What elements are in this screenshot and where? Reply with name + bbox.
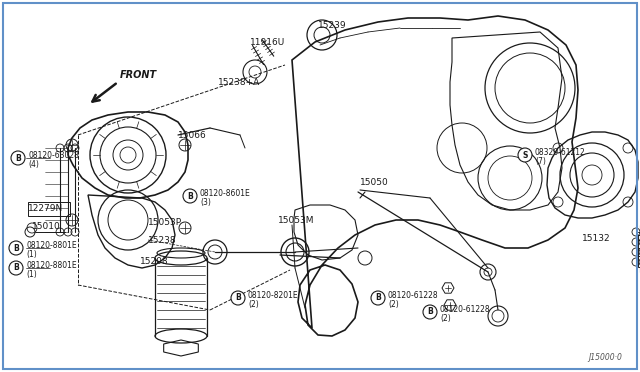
- Circle shape: [518, 148, 532, 162]
- Text: 15066: 15066: [178, 131, 207, 140]
- Bar: [28, 202, 70, 216]
- Text: (1): (1): [26, 269, 36, 279]
- Circle shape: [231, 291, 245, 305]
- Text: 15132: 15132: [582, 234, 611, 243]
- Circle shape: [423, 305, 437, 319]
- Text: 15238+A: 15238+A: [218, 77, 260, 87]
- Text: (2): (2): [440, 314, 451, 323]
- Text: B: B: [187, 192, 193, 201]
- Bar: [638, 235, 640, 267]
- Circle shape: [371, 291, 385, 305]
- Text: 08120-8801E: 08120-8801E: [26, 260, 77, 269]
- Text: 15239: 15239: [318, 20, 347, 29]
- Text: 15010: 15010: [32, 221, 61, 231]
- Text: 12279N: 12279N: [28, 203, 63, 212]
- Text: B: B: [235, 294, 241, 302]
- Circle shape: [9, 241, 23, 255]
- Text: (2): (2): [388, 299, 399, 308]
- Text: B: B: [375, 294, 381, 302]
- Text: 15050: 15050: [360, 177, 388, 186]
- Text: 08120-63028: 08120-63028: [28, 151, 79, 160]
- Text: 15238: 15238: [148, 235, 177, 244]
- Text: FRONT: FRONT: [120, 70, 157, 80]
- Text: 15053P: 15053P: [148, 218, 182, 227]
- Text: 11916U: 11916U: [250, 38, 285, 46]
- Text: 08320-61212: 08320-61212: [535, 148, 586, 157]
- Text: S: S: [522, 151, 528, 160]
- Text: B: B: [13, 244, 19, 253]
- Text: 08120-8601E: 08120-8601E: [200, 189, 251, 198]
- Text: 08120-8801E: 08120-8801E: [26, 241, 77, 250]
- Text: 15208: 15208: [140, 257, 168, 266]
- Text: 15053M: 15053M: [278, 215, 314, 224]
- Text: 08120-8201E: 08120-8201E: [248, 291, 299, 299]
- Text: B: B: [13, 263, 19, 273]
- Text: (1): (1): [26, 250, 36, 259]
- Text: (4): (4): [28, 160, 39, 169]
- Text: J15000·0: J15000·0: [588, 353, 622, 362]
- Text: B: B: [15, 154, 21, 163]
- Text: (7): (7): [535, 157, 546, 166]
- Text: 08120-61228: 08120-61228: [388, 291, 438, 299]
- Text: 08120-61228: 08120-61228: [440, 305, 491, 314]
- Circle shape: [11, 151, 25, 165]
- Circle shape: [9, 261, 23, 275]
- Circle shape: [183, 189, 197, 203]
- Text: B: B: [427, 308, 433, 317]
- Text: (2): (2): [248, 299, 259, 308]
- Text: (3): (3): [200, 198, 211, 206]
